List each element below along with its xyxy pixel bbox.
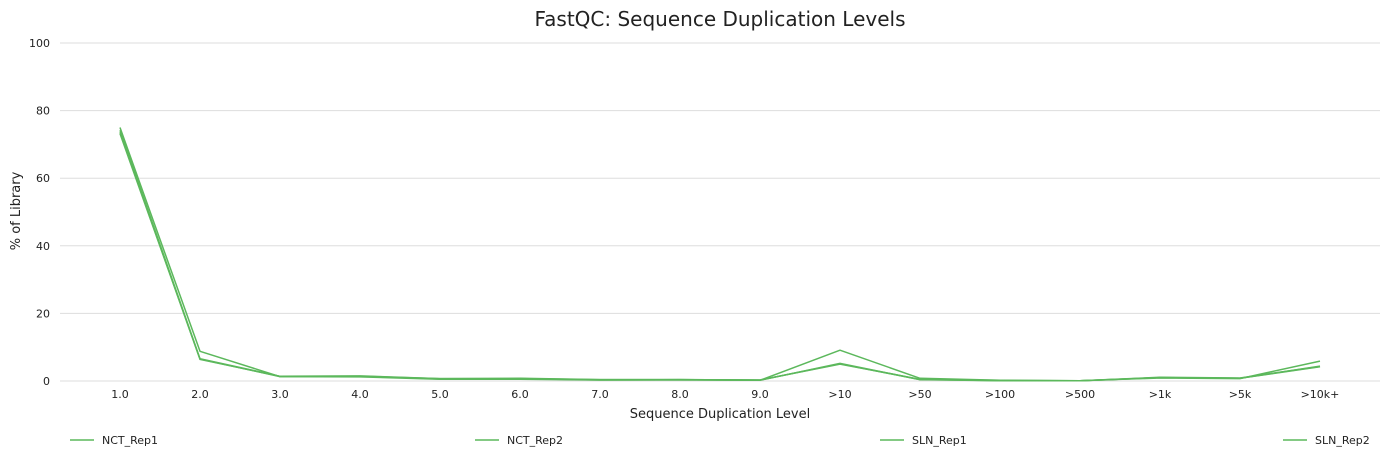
x-tick-label: 7.0	[591, 388, 609, 401]
x-tick-label: >5k	[1229, 388, 1252, 401]
x-tick-label: 6.0	[511, 388, 529, 401]
y-tick-label: 60	[36, 172, 50, 185]
legend-item-sln-rep1[interactable]: SLN_Rep1	[880, 434, 967, 447]
y-tick-label: 100	[29, 37, 50, 50]
x-tick-label: >500	[1065, 388, 1095, 401]
x-tick-label: >50	[908, 388, 931, 401]
x-tick-label: 3.0	[271, 388, 289, 401]
series-lines	[119, 127, 1321, 382]
series-line-sln-rep1[interactable]	[119, 131, 1321, 382]
chart-title: FastQC: Sequence Duplication Levels	[534, 7, 905, 31]
x-tick-label: 4.0	[351, 388, 369, 401]
y-tick-label: 80	[36, 105, 50, 118]
y-tick-label: 40	[36, 240, 50, 253]
legend-item-nct-rep1[interactable]: NCT_Rep1	[70, 434, 158, 447]
x-tick-label: 9.0	[751, 388, 769, 401]
x-axis-ticks: 1.0 2.0 3.0 4.0 5.0 6.0 7.0 8.0 9.0 >10 >50 >100 >50…	[111, 388, 1339, 401]
y-tick-label: 0	[43, 375, 50, 388]
y-tick-label: 20	[36, 307, 50, 320]
x-tick-label: 5.0	[431, 388, 449, 401]
gridlines	[60, 42, 1380, 382]
x-tick-label: 8.0	[671, 388, 689, 401]
y-axis-label: % of Library	[9, 171, 24, 250]
series-line-sln-rep2[interactable]	[119, 133, 1321, 382]
series-line-nct-rep1[interactable]	[119, 127, 1321, 382]
legend[interactable]: NCT_Rep1 NCT_Rep2 SLN_Rep1 SLN_Rep2	[70, 434, 1370, 447]
series-line-nct-rep2[interactable]	[119, 129, 1321, 382]
x-tick-label: >10k+	[1301, 388, 1340, 401]
legend-label: NCT_Rep2	[507, 434, 563, 447]
legend-item-nct-rep2[interactable]: NCT_Rep2	[475, 434, 563, 447]
x-tick-label: >1k	[1149, 388, 1172, 401]
x-axis-label: Sequence Duplication Level	[630, 407, 810, 422]
x-tick-label: >100	[985, 388, 1015, 401]
legend-item-sln-rep2[interactable]: SLN_Rep2	[1283, 434, 1370, 447]
legend-label: SLN_Rep2	[1315, 434, 1370, 447]
legend-label: NCT_Rep1	[102, 434, 158, 447]
x-tick-label: >10	[828, 388, 851, 401]
x-tick-label: 1.0	[111, 388, 129, 401]
legend-label: SLN_Rep1	[912, 434, 967, 447]
x-tick-label: 2.0	[191, 388, 209, 401]
y-axis-ticks: 0 20 40 60 80 100	[29, 37, 50, 388]
